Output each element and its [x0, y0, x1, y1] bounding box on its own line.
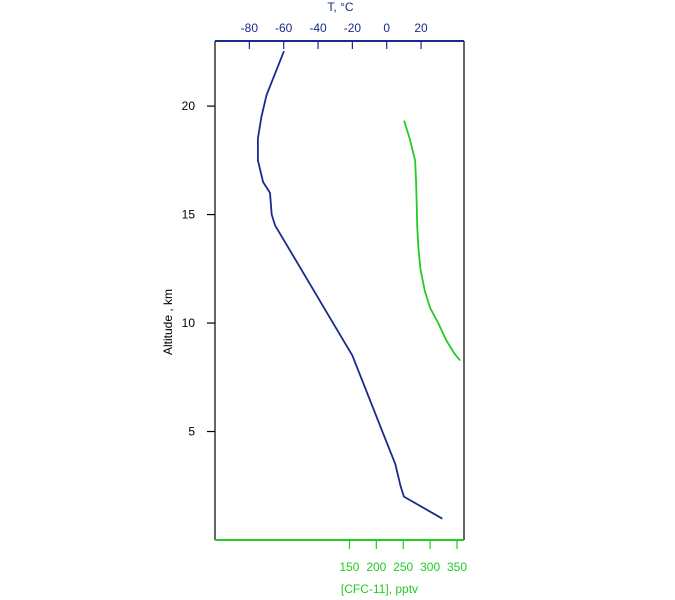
bottom-x-tick-label: 150: [339, 560, 359, 574]
top-x-tick-label: -60: [275, 21, 293, 35]
bottom-x-tick-label: 250: [393, 560, 413, 574]
top-x-tick-label: 0: [383, 21, 390, 35]
temperature-series-line: [257, 50, 443, 520]
y-axis-title: Altitude , km: [161, 289, 175, 355]
bottom-axis-title: [CFC-11], pptv: [341, 582, 418, 596]
top-x-tick-label: -80: [241, 21, 259, 35]
bottom-x-tick-label: 200: [366, 560, 386, 574]
top-x-tick-label: -40: [309, 21, 327, 35]
y-tick-label: 5: [188, 425, 195, 439]
top-axis-title: T, °C: [327, 0, 353, 14]
y-tick-label: 15: [182, 208, 196, 222]
y-tick-label: 20: [182, 99, 196, 113]
bottom-x-tick-label: 350: [447, 560, 467, 574]
top-x-tick-label: -20: [344, 21, 362, 35]
bottom-x-tick-label: 300: [420, 560, 440, 574]
top-x-tick-label: 20: [414, 21, 428, 35]
cfc11-series-line: [403, 120, 461, 361]
y-tick-label: 10: [182, 316, 196, 330]
